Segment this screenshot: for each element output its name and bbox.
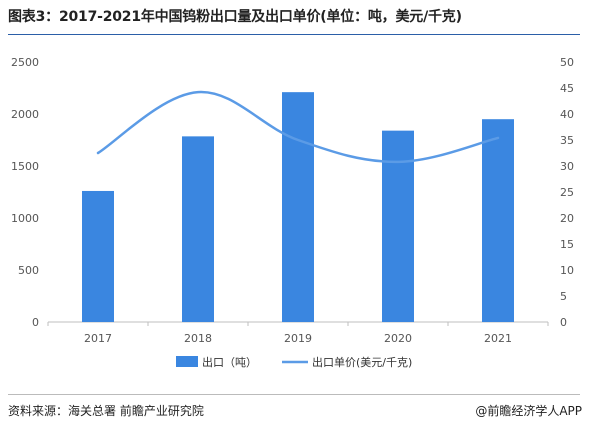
x-tick-label: 2021	[484, 332, 512, 345]
bar	[482, 119, 514, 322]
x-tick-label: 2020	[384, 332, 412, 345]
legend-bar-label: 出口（吨）	[202, 355, 257, 369]
y-right-tick-label: 20	[560, 212, 574, 225]
y-left-tick-label: 0	[32, 316, 39, 329]
y-left-tick-label: 1000	[11, 212, 39, 225]
x-tick-label: 2018	[184, 332, 212, 345]
x-tick-label: 2019	[284, 332, 312, 345]
y-right-tick-label: 15	[560, 238, 574, 251]
title-divider	[8, 34, 580, 35]
chart-title: 图表3：2017-2021年中国钨粉出口量及出口单价(单位：吨，美元/千克)	[8, 9, 462, 25]
y-right-tick-label: 50	[560, 56, 574, 69]
bar	[382, 130, 414, 322]
footer-divider	[8, 394, 580, 395]
y-right-tick-label: 30	[560, 160, 574, 173]
price-line	[96, 90, 500, 164]
y-left-tick-label: 2500	[11, 56, 39, 69]
y-right-tick-label: 0	[560, 316, 567, 329]
y-right-tick-label: 35	[560, 134, 574, 147]
legend-line-label: 出口单价(美元/千克)	[312, 355, 412, 369]
y-right-tick-label: 5	[560, 290, 567, 303]
x-tick-label: 2017	[84, 332, 112, 345]
y-right-tick-label: 10	[560, 264, 574, 277]
legend-bar-swatch	[176, 356, 198, 367]
y-left-tick-label: 500	[18, 264, 39, 277]
bar	[82, 190, 114, 322]
y-right-tick-label: 45	[560, 82, 574, 95]
y-left-tick-label: 1500	[11, 160, 39, 173]
y-right-tick-label: 40	[560, 108, 574, 121]
y-left-tick-label: 2000	[11, 108, 39, 121]
bar	[282, 92, 314, 322]
bar	[182, 136, 214, 322]
source-note: 资料来源：海关总署 前瞻产业研究院	[8, 404, 204, 418]
publisher-credit: @前瞻经济学人APP	[475, 404, 582, 418]
y-right-tick-label: 25	[560, 186, 574, 199]
